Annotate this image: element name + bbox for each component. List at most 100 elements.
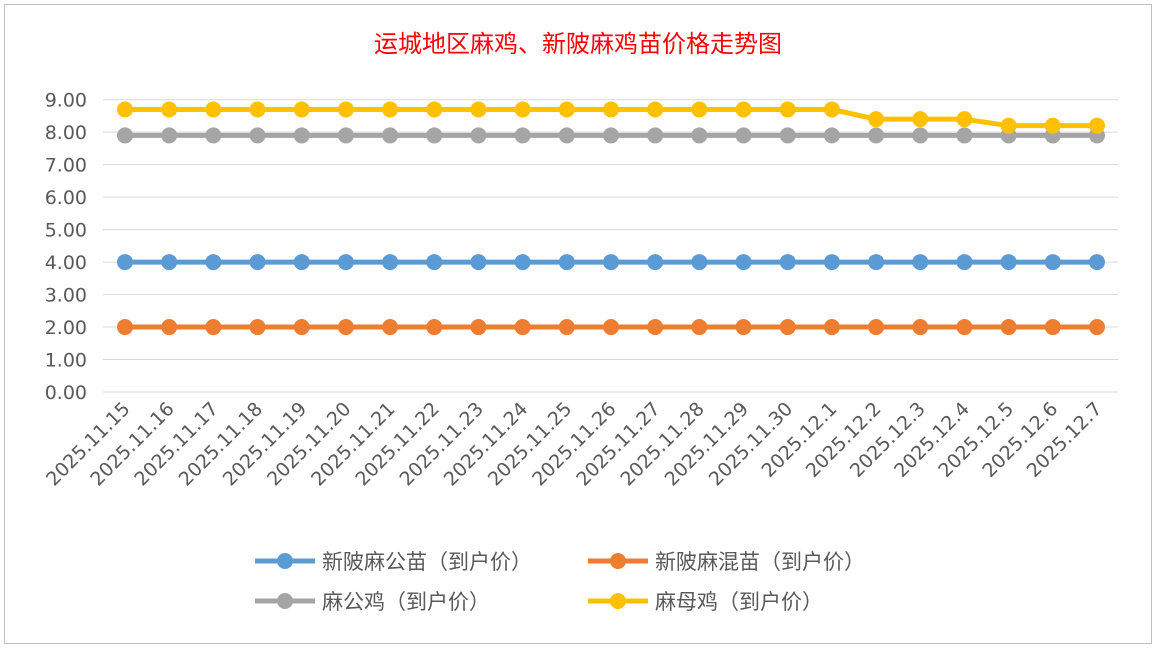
y-tick-label: 9.00 — [45, 90, 87, 112]
data-point — [470, 319, 487, 336]
data-point — [514, 319, 531, 336]
data-point — [337, 254, 354, 271]
data-point — [514, 101, 531, 118]
data-point — [426, 319, 443, 336]
data-point — [470, 101, 487, 118]
data-point — [956, 319, 973, 336]
chart-title: 运城地区麻鸡、新陂麻鸡苗价格走势图 — [374, 30, 782, 58]
data-point — [691, 254, 708, 271]
data-point — [117, 101, 133, 118]
data-point — [691, 319, 708, 336]
y-tick-label: 7.00 — [45, 155, 87, 177]
data-point — [117, 319, 133, 336]
data-point — [161, 127, 178, 144]
y-tick-label: 5.00 — [45, 220, 87, 242]
data-point — [382, 101, 399, 118]
data-point — [337, 101, 354, 118]
data-point — [1044, 319, 1061, 336]
data-point — [912, 319, 929, 336]
data-point — [956, 111, 973, 128]
data-point — [337, 127, 354, 144]
data-point — [735, 101, 752, 118]
legend-marker — [610, 553, 626, 569]
data-point — [868, 254, 885, 271]
legend-marker — [277, 593, 293, 609]
data-point — [1044, 117, 1061, 134]
data-point — [868, 319, 885, 336]
data-point — [514, 254, 531, 271]
y-tick-label: 0.00 — [45, 382, 87, 404]
data-point — [249, 319, 266, 336]
data-point — [558, 101, 575, 118]
data-point — [647, 101, 664, 118]
data-point — [912, 127, 929, 144]
data-point — [603, 319, 619, 336]
data-point — [647, 254, 664, 271]
data-point — [293, 101, 310, 118]
data-point — [249, 101, 266, 118]
legend-label: 麻母鸡（到户价） — [655, 590, 823, 614]
legend-label: 新陂麻公苗（到户价） — [322, 550, 532, 574]
data-point — [691, 101, 708, 118]
data-point — [1000, 254, 1017, 271]
data-point — [293, 254, 310, 271]
y-tick-label: 8.00 — [45, 122, 87, 144]
data-point — [249, 254, 266, 271]
data-point — [823, 254, 840, 271]
data-point — [382, 127, 399, 144]
legend-marker — [610, 593, 626, 609]
y-tick-label: 4.00 — [45, 252, 87, 274]
data-point — [426, 254, 443, 271]
data-point — [205, 127, 222, 144]
data-point — [205, 319, 222, 336]
data-point — [823, 101, 840, 118]
legend-marker — [277, 553, 293, 569]
data-point — [956, 127, 973, 144]
data-point — [868, 127, 885, 144]
data-point — [603, 127, 619, 144]
data-point — [823, 127, 840, 144]
y-tick-label: 3.00 — [45, 285, 87, 307]
data-point — [823, 319, 840, 336]
data-point — [735, 319, 752, 336]
data-point — [558, 127, 575, 144]
data-point — [205, 101, 222, 118]
data-point — [1089, 319, 1105, 336]
data-point — [293, 319, 310, 336]
data-point — [293, 127, 310, 144]
data-point — [382, 319, 399, 336]
data-point — [205, 254, 222, 271]
legend-label: 新陂麻混苗（到户价） — [655, 550, 865, 574]
data-point — [647, 127, 664, 144]
data-point — [779, 319, 796, 336]
data-point — [779, 254, 796, 271]
data-point — [1000, 319, 1017, 336]
data-point — [558, 319, 575, 336]
data-point — [1044, 254, 1061, 271]
data-point — [735, 127, 752, 144]
y-tick-label: 1.00 — [45, 350, 87, 372]
data-point — [1089, 117, 1105, 134]
legend-label: 麻公鸡（到户价） — [322, 590, 490, 614]
data-point — [470, 127, 487, 144]
data-point — [603, 254, 619, 271]
data-point — [514, 127, 531, 144]
data-point — [1089, 254, 1105, 271]
data-point — [558, 254, 575, 271]
data-point — [249, 127, 266, 144]
data-point — [161, 319, 178, 336]
data-point — [912, 111, 929, 128]
data-point — [779, 127, 796, 144]
data-point — [426, 127, 443, 144]
y-tick-label: 2.00 — [45, 317, 87, 339]
data-point — [779, 101, 796, 118]
data-point — [1000, 117, 1017, 134]
data-point — [426, 101, 443, 118]
data-point — [337, 319, 354, 336]
data-point — [117, 254, 133, 271]
data-point — [691, 127, 708, 144]
data-point — [161, 254, 178, 271]
data-point — [868, 111, 885, 128]
data-point — [117, 127, 133, 144]
